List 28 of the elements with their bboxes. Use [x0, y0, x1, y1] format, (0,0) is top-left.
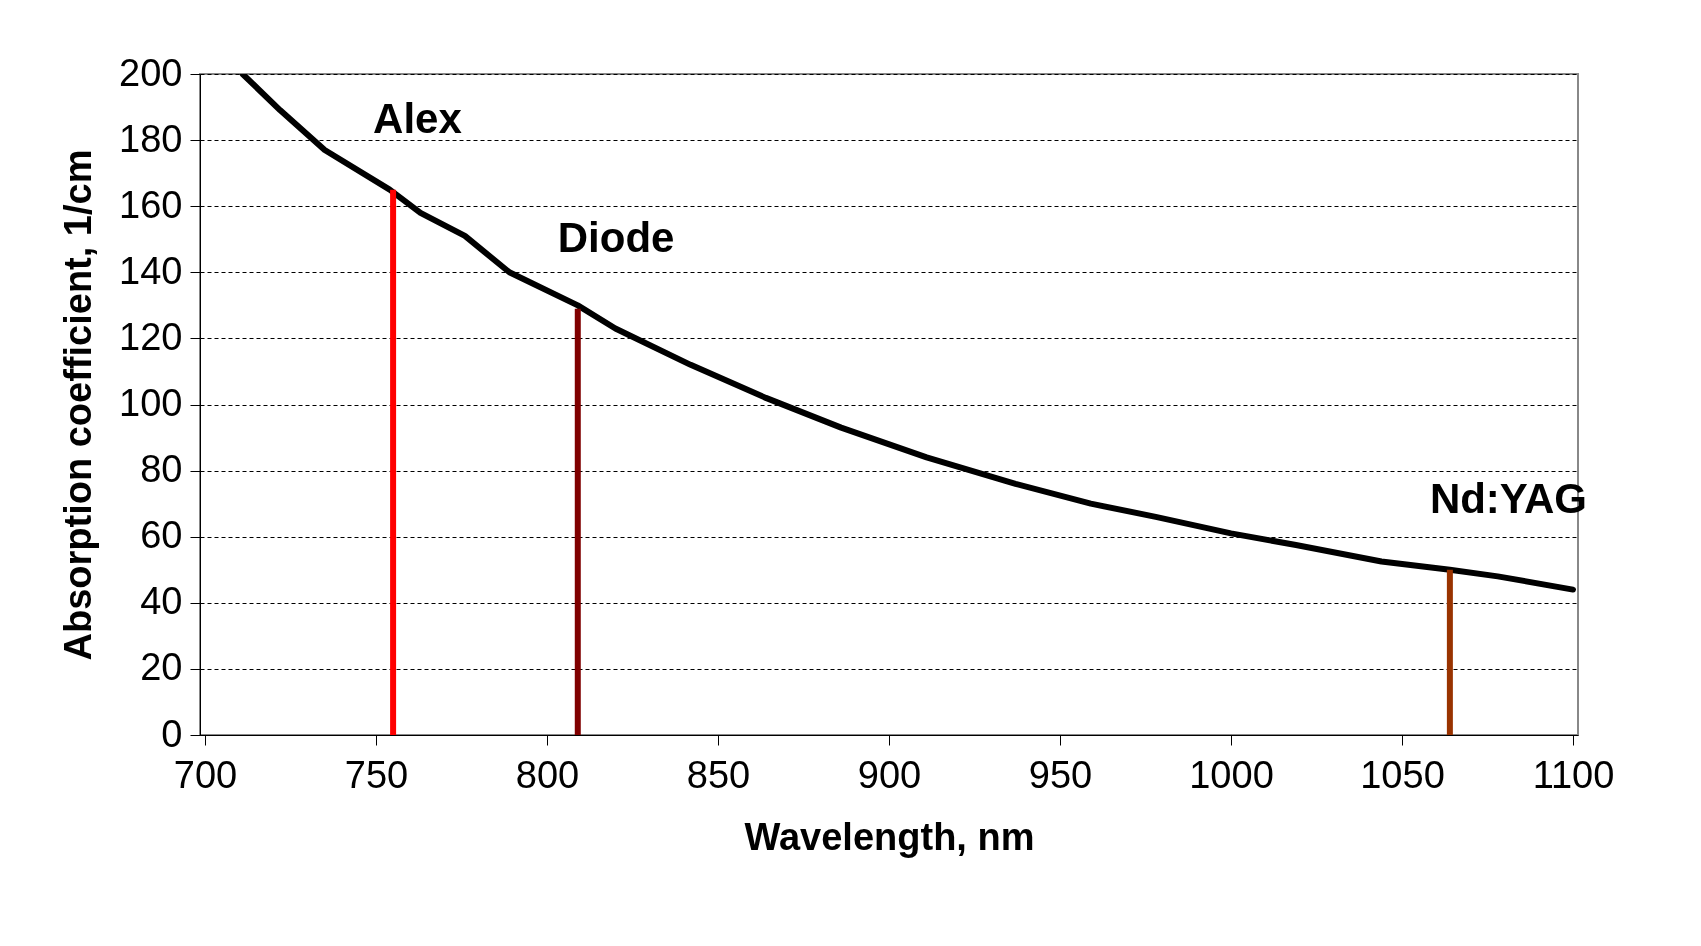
y-tick-label: 100 [119, 382, 183, 424]
y-tick-label: 120 [119, 315, 183, 358]
y-tick-label: 180 [119, 117, 183, 160]
x-tick-label: 950 [1028, 753, 1093, 796]
bar [390, 189, 397, 735]
y-tick-label: 140 [119, 249, 183, 292]
y-tick-label: 60 [140, 514, 183, 557]
x-tick-label: 1100 [1532, 753, 1615, 796]
x-tick-label: 1050 [1360, 753, 1445, 796]
x-tick-label: 1000 [1189, 753, 1274, 796]
series-label: Diode [557, 213, 675, 261]
x-axis-title: Wavelength, nm [744, 815, 1035, 858]
y-tick-label: 20 [140, 646, 183, 689]
y-tick-label: 200 [119, 51, 183, 94]
x-tick-label: 750 [344, 753, 409, 796]
series-label: Alex [373, 94, 463, 142]
y-tick-label: 160 [119, 183, 183, 226]
y-tick-label: 40 [140, 580, 183, 623]
y-tick-label: 0 [161, 712, 183, 755]
series-label: Nd:YAG [1429, 474, 1588, 522]
bar [574, 308, 581, 735]
x-tick-label: 800 [515, 753, 580, 796]
x-tick-label: 900 [857, 753, 922, 796]
x-tick-label: 700 [173, 753, 238, 796]
x-tick-label: 850 [686, 753, 751, 796]
bar [1446, 569, 1453, 735]
y-tick-label: 80 [140, 448, 183, 491]
y-axis-title: Absorption coefficient, 1/cm [57, 149, 100, 661]
